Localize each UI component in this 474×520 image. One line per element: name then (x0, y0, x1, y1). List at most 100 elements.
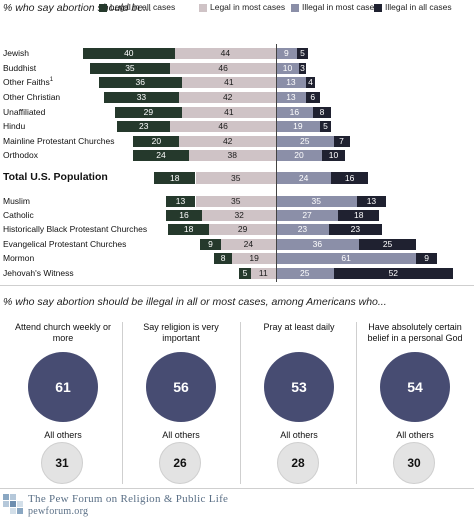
bar-segment: 29 (115, 107, 182, 118)
column-divider (240, 322, 241, 484)
category-label: Evangelical Protestant Churches (3, 239, 127, 249)
others-label: All others (44, 430, 82, 440)
bar-segment: 7 (333, 136, 350, 147)
bar-segment: 18 (167, 224, 210, 235)
bar-segment: 25 (276, 136, 334, 147)
footnote-marker: 1 (49, 77, 54, 84)
category-label: Mormon (3, 253, 35, 263)
bar-segment: 29 (209, 224, 276, 235)
bar-segment: 19 (232, 253, 276, 264)
category-label: Historically Black Protestant Churches (3, 224, 148, 234)
column-divider (122, 322, 123, 484)
bar-segment: 32 (202, 210, 276, 221)
bar-segment: 5 (296, 48, 309, 59)
bar-segment: 42 (179, 92, 276, 103)
group-label: Pray at least daily (263, 322, 335, 332)
legend-item-legal-all: Legal in all cases (99, 3, 175, 12)
others-value-circle: 30 (393, 442, 435, 484)
others-value-circle: 26 (159, 442, 201, 484)
group-label: Say religion is very important (143, 322, 219, 343)
group-label: Attend church weekly or more (14, 322, 112, 343)
bar-segment: 35 (276, 196, 357, 207)
bar-segment: 23 (276, 224, 329, 235)
bubble-group: Have absolutely certain belief in a pers… (360, 322, 470, 484)
category-label: Other Christian (3, 92, 61, 102)
others-label: All others (280, 430, 318, 440)
bar-segment: 20 (276, 150, 322, 161)
others-value-circle: 28 (277, 442, 319, 484)
legend-label: Legal in most cases (210, 2, 286, 12)
bar-segment: 16 (276, 107, 313, 118)
bar-segment: 46 (170, 121, 276, 132)
bar-segment: 13 (276, 92, 306, 103)
category-label: Buddhist (3, 63, 37, 73)
footer: The Pew Forum on Religion & Public Life … (0, 491, 474, 520)
legend-label: Illegal in all cases (385, 2, 452, 12)
bar-segment: 36 (276, 239, 359, 250)
chart-title: % who say abortion should be... (3, 2, 152, 14)
bar-segment: 41 (181, 77, 276, 88)
bar-segment: 11 (250, 268, 276, 279)
column-divider (356, 322, 357, 484)
bar-segment: 40 (82, 48, 175, 59)
org-name: The Pew Forum on Religion & Public Life (28, 493, 229, 505)
legend-swatch (374, 4, 382, 12)
bar-segment: 13 (165, 196, 196, 207)
bubble-group: Say religion is very important 56 All othe… (126, 322, 236, 484)
bar-segment: 35 (195, 172, 276, 184)
category-label: Jewish (3, 48, 29, 58)
bar-segment: 9 (416, 253, 437, 264)
bar-segment: 8 (213, 253, 233, 264)
org-url: pewforum.org (28, 506, 89, 517)
section-divider (0, 285, 474, 286)
bar-segment: 4 (305, 77, 316, 88)
bar-segment: 9 (276, 48, 297, 59)
category-label: Other Faiths1 (3, 77, 54, 87)
group-value-circle: 54 (380, 352, 450, 422)
bar-segment: 13 (276, 77, 306, 88)
section-title: % who say abortion should be illegal in … (3, 296, 387, 308)
bar-segment: 24 (220, 239, 276, 250)
bar-segment: 24 (276, 172, 332, 184)
bar-segment: 42 (179, 136, 276, 147)
category-label: Unaffiliated (3, 107, 46, 117)
bar-segment: 10 (276, 63, 299, 74)
bar-segment: 25 (358, 239, 417, 250)
bar-segment: 18 (154, 172, 196, 184)
category-label: Muslim (3, 196, 30, 206)
others-label: All others (162, 430, 200, 440)
bar-segment: 33 (103, 92, 180, 103)
bar-segment: 16 (331, 172, 368, 184)
bubble-group: Attend church weekly or more 61 All others… (8, 322, 118, 484)
bar-segment: 23 (117, 121, 171, 132)
bar-segment: 35 (89, 63, 171, 74)
bar-segment: 41 (181, 107, 276, 118)
bar-segment: 44 (174, 48, 276, 59)
group-value-circle: 53 (264, 352, 334, 422)
footer-divider (0, 488, 474, 489)
category-label: Total U.S. Population (3, 171, 108, 183)
legend-swatch (99, 4, 107, 12)
category-label: Hindu (3, 121, 26, 131)
group-value-circle: 56 (146, 352, 216, 422)
category-label: Orthodox (3, 150, 38, 160)
bar-segment: 24 (133, 150, 189, 161)
category-label: Jehovah's Witness (3, 268, 74, 278)
group-label: Have absolutely certain belief in a pers… (367, 322, 463, 343)
bar-segment: 8 (312, 107, 332, 118)
bar-segment: 3 (299, 63, 306, 74)
bar-segment: 20 (133, 136, 180, 147)
bar-segment: 52 (333, 268, 454, 279)
bar-segment: 10 (322, 150, 345, 161)
bar-segment: 38 (188, 150, 276, 161)
legend-item-illegal-most: Illegal in most cases (291, 3, 379, 12)
zero-axis-line (276, 44, 277, 282)
bar-segment: 9 (200, 239, 221, 250)
others-value-circle: 31 (41, 442, 83, 484)
bar-segment: 16 (165, 210, 203, 221)
bar-segment: 18 (338, 210, 380, 221)
group-value-circle: 61 (28, 352, 98, 422)
bar-segment: 5 (319, 121, 332, 132)
bar-segment: 25 (276, 268, 334, 279)
bar-segment: 23 (328, 224, 382, 235)
